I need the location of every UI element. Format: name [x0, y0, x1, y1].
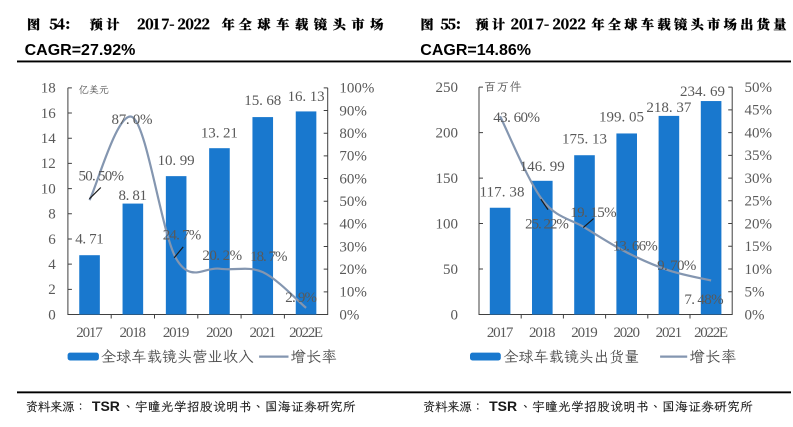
svg-text:2021: 2021	[656, 325, 683, 341]
svg-text:200: 200	[436, 125, 459, 141]
svg-text:80%: 80%	[339, 126, 367, 142]
svg-text:0: 0	[451, 307, 459, 323]
svg-text:18: 18	[41, 81, 56, 97]
svg-text:2021: 2021	[250, 325, 277, 341]
svg-text:2. 9%: 2. 9%	[285, 290, 317, 306]
svg-text:87. 0%: 87. 0%	[112, 112, 153, 128]
svg-text:0%: 0%	[339, 307, 359, 323]
svg-text:25%: 25%	[745, 194, 773, 210]
svg-text:8. 81: 8. 81	[119, 188, 148, 204]
svg-text:2017: 2017	[487, 325, 514, 341]
svg-text:2022E: 2022E	[694, 325, 728, 341]
svg-text:18. 7%: 18. 7%	[250, 249, 287, 265]
svg-text:117. 38: 117. 38	[480, 184, 525, 200]
svg-text:50. 50%: 50. 50%	[79, 169, 125, 185]
svg-text:2020: 2020	[206, 325, 233, 341]
svg-text:90%: 90%	[339, 103, 367, 119]
svg-text:2019: 2019	[163, 325, 190, 341]
svg-text:100: 100	[436, 216, 459, 232]
svg-text:150: 150	[436, 171, 459, 187]
svg-text:14: 14	[41, 131, 57, 147]
svg-text:6: 6	[48, 232, 56, 248]
svg-text:13. 21: 13. 21	[201, 125, 238, 141]
svg-text:24. 7%: 24. 7%	[163, 228, 202, 244]
svg-text:234. 69: 234. 69	[680, 84, 725, 100]
svg-text:13. 66%: 13. 66%	[613, 238, 658, 254]
svg-text:2020: 2020	[613, 325, 640, 341]
svg-text:15%: 15%	[745, 239, 773, 255]
svg-text:30%: 30%	[339, 239, 367, 255]
svg-text:9. 70%: 9. 70%	[657, 258, 696, 274]
svg-text:20%: 20%	[745, 216, 773, 232]
svg-text:175. 13: 175. 13	[562, 132, 607, 148]
svg-text:15. 68: 15. 68	[244, 93, 281, 109]
svg-text:199. 05: 199. 05	[599, 109, 644, 125]
svg-text:20%: 20%	[339, 262, 367, 278]
svg-text:5%: 5%	[745, 285, 765, 301]
svg-text:100%: 100%	[339, 81, 374, 97]
svg-text:4. 71: 4. 71	[75, 231, 104, 247]
svg-text:0%: 0%	[745, 307, 765, 323]
svg-text:2018: 2018	[120, 325, 147, 341]
svg-text:16: 16	[41, 106, 57, 122]
svg-text:25. 22%: 25. 22%	[525, 217, 569, 233]
svg-text:CAGR=14.86%: CAGR=14.86%	[420, 42, 531, 59]
svg-text:2: 2	[48, 282, 56, 298]
svg-text:2017: 2017	[76, 325, 103, 341]
svg-text:218. 37: 218. 37	[646, 100, 692, 116]
svg-text:TSR: TSR	[489, 398, 517, 414]
svg-text:2019: 2019	[571, 325, 598, 341]
svg-text:40%: 40%	[339, 217, 367, 233]
svg-text:30%: 30%	[745, 171, 773, 187]
svg-text:10%: 10%	[339, 285, 367, 301]
svg-text:12: 12	[41, 156, 56, 172]
svg-text:20. 2%: 20. 2%	[202, 248, 242, 264]
svg-text:60%: 60%	[339, 171, 367, 187]
svg-text:40%: 40%	[745, 125, 773, 141]
svg-text:45%: 45%	[745, 103, 773, 119]
svg-text:19. 15%: 19. 15%	[570, 205, 616, 221]
svg-text:250: 250	[436, 80, 459, 96]
svg-text:50: 50	[443, 262, 458, 278]
svg-text:146. 99: 146. 99	[520, 159, 565, 175]
svg-text:35%: 35%	[745, 148, 773, 164]
svg-text:10. 99: 10. 99	[158, 153, 195, 169]
svg-text:CAGR=27.92%: CAGR=27.92%	[25, 42, 136, 59]
svg-text:2018: 2018	[529, 325, 556, 341]
svg-text:43. 60%: 43. 60%	[493, 110, 540, 126]
svg-text:7. 48%: 7. 48%	[684, 292, 723, 308]
svg-text:TSR: TSR	[92, 398, 120, 414]
svg-text:70%: 70%	[339, 149, 367, 165]
svg-text:10%: 10%	[745, 262, 773, 278]
svg-text:4: 4	[48, 257, 56, 273]
svg-text:10: 10	[41, 181, 56, 197]
svg-text:0: 0	[48, 307, 56, 323]
svg-text:8: 8	[48, 207, 56, 223]
svg-text:50%: 50%	[339, 194, 367, 210]
svg-text:16. 13: 16. 13	[288, 89, 325, 105]
svg-text:2022E: 2022E	[289, 325, 323, 341]
svg-text:50%: 50%	[745, 80, 773, 96]
